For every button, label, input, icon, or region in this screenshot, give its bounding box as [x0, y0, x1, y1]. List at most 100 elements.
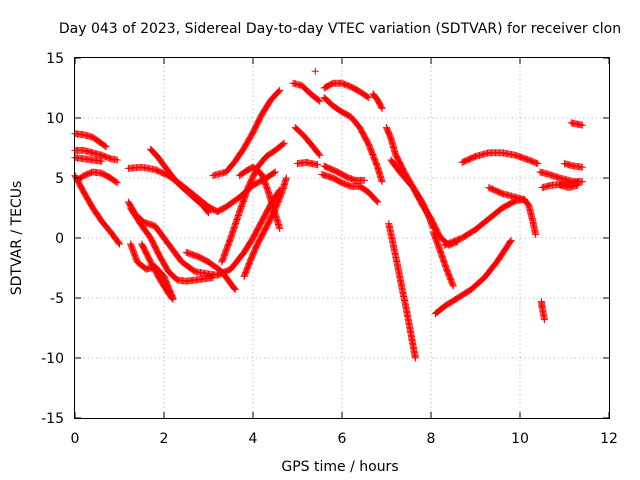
series-arc3	[71, 154, 106, 165]
data-point	[276, 86, 284, 94]
data-point	[101, 142, 109, 150]
data-point	[373, 197, 381, 205]
data-point	[314, 161, 322, 169]
data-point	[113, 179, 121, 187]
series-arc29	[429, 228, 457, 290]
x-tick-label: 8	[427, 431, 436, 447]
data-point	[113, 156, 121, 164]
data-point	[270, 169, 278, 177]
series-arc18	[291, 124, 324, 159]
data-point	[280, 139, 288, 147]
series-arc22	[320, 94, 386, 186]
series-arc21	[320, 79, 373, 102]
data-point	[112, 178, 120, 186]
series-arc25	[369, 90, 386, 112]
x-tick-label: 10	[511, 431, 529, 447]
y-tick-label: -5	[50, 291, 64, 307]
series-arc17	[289, 79, 324, 105]
data-point	[209, 274, 217, 282]
data-point	[578, 121, 586, 129]
data-point	[102, 143, 110, 151]
y-tick-label: 10	[46, 111, 64, 127]
data-point	[578, 178, 586, 186]
data-point	[311, 67, 319, 75]
data-point	[449, 282, 457, 290]
data-point	[449, 281, 457, 289]
y-tick-label: 0	[55, 231, 64, 247]
data-point	[574, 181, 582, 189]
series-arc38	[567, 119, 586, 129]
series-arc24	[320, 162, 368, 184]
series-arc31	[440, 196, 540, 249]
data-point	[533, 159, 541, 167]
data-point	[271, 168, 279, 176]
series-arc13	[209, 86, 284, 180]
axis-ticks: 0 2 4 6 8 10 12 15 10 5 0 -5 -10 -15	[41, 51, 618, 447]
data-point	[532, 230, 540, 238]
data-point	[364, 93, 372, 101]
y-tick-label: -15	[41, 411, 64, 427]
data-point	[506, 238, 514, 246]
series-arc2	[71, 146, 121, 164]
data-point	[360, 176, 368, 184]
chart-title: Day 043 of 2023, Sidereal Day-to-day VTE…	[59, 21, 621, 37]
data-point	[275, 87, 283, 95]
data-point	[231, 286, 239, 294]
series-arc7	[147, 145, 212, 217]
data-point	[282, 174, 290, 182]
series-arc37	[561, 160, 586, 171]
x-axis-label: GPS time / hours	[281, 459, 398, 475]
series-arc33	[485, 184, 528, 204]
data-point	[520, 196, 528, 204]
data-point	[230, 285, 238, 293]
data-point	[374, 198, 382, 206]
data-point	[377, 103, 385, 111]
data-points	[71, 67, 586, 362]
y-tick-label: 15	[46, 51, 64, 67]
data-point	[316, 97, 324, 105]
data-point	[378, 104, 386, 112]
data-point	[315, 150, 323, 158]
data-point	[540, 316, 548, 324]
data-point	[578, 163, 586, 171]
series-arc30	[431, 236, 515, 318]
data-point	[534, 160, 542, 168]
series-arc28	[385, 220, 419, 362]
series-arc32	[458, 149, 542, 168]
series-arc11	[138, 240, 177, 303]
series-arc20	[311, 67, 319, 75]
data-point	[168, 294, 176, 302]
data-point	[315, 96, 323, 104]
series-arc36	[556, 181, 582, 192]
data-point	[378, 178, 386, 186]
data-point	[316, 151, 324, 159]
series-arc26	[383, 124, 462, 249]
x-tick-label: 6	[338, 431, 347, 447]
data-point	[98, 157, 106, 165]
series-arc16	[236, 163, 284, 232]
x-tick-label: 4	[249, 431, 258, 447]
y-axis-label: SDTVAR / TECUs	[9, 181, 25, 296]
x-tick-label: 0	[71, 431, 80, 447]
series-arc5	[73, 168, 121, 187]
data-point	[169, 295, 177, 303]
data-point	[365, 94, 373, 102]
data-point	[276, 224, 284, 232]
series-arc19	[294, 158, 322, 169]
x-tick-label: 12	[600, 431, 618, 447]
y-tick-label: 5	[55, 171, 64, 187]
data-point	[116, 240, 123, 248]
series-arc39	[537, 298, 548, 324]
plot-frame	[74, 57, 610, 419]
y-tick-label: -10	[41, 351, 64, 367]
data-point	[204, 208, 212, 216]
series-arc9	[127, 204, 217, 285]
data-point	[411, 354, 419, 362]
data-point	[205, 209, 212, 217]
data-point	[115, 239, 123, 247]
series-arc23	[318, 170, 382, 206]
series-arc27	[387, 156, 437, 232]
data-point	[279, 140, 287, 148]
x-tick-label: 2	[160, 431, 169, 447]
data-point	[507, 236, 515, 244]
